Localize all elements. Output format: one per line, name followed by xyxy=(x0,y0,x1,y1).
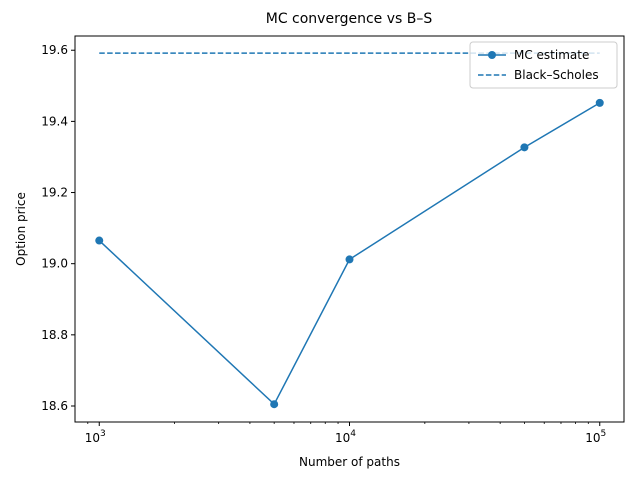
y-tick-label: 19.2 xyxy=(41,186,68,200)
y-axis-ticks: 18.6 18.8 19.0 19.2 19.4 19.6 xyxy=(41,43,75,413)
mc-estimate-point xyxy=(95,236,104,245)
mc-estimate-point xyxy=(345,255,354,264)
x-tick-exponent: 3 xyxy=(100,429,106,439)
y-tick-label: 19.4 xyxy=(41,114,68,128)
y-tick-label: 19.0 xyxy=(41,257,68,271)
y-tick-label: 19.6 xyxy=(41,43,68,57)
legend: MC estimate Black–Scholes xyxy=(469,41,618,89)
mc-estimate-point xyxy=(270,400,279,409)
legend-label: MC estimate xyxy=(514,48,589,62)
plot-frame xyxy=(74,35,625,423)
y-axis-label: Option price xyxy=(14,192,28,266)
mc-estimate-point xyxy=(520,143,529,152)
x-tick-exponent: 4 xyxy=(350,429,356,439)
y-tick-label: 18.6 xyxy=(41,399,68,413)
legend-box xyxy=(469,41,618,89)
legend-marker xyxy=(488,51,496,59)
x-axis-label: Number of paths xyxy=(299,455,400,469)
legend-label: Black–Scholes xyxy=(514,68,599,82)
mc-estimate-point xyxy=(595,98,604,107)
x-tick-exponent: 5 xyxy=(601,429,607,439)
y-tick-label: 18.8 xyxy=(41,328,68,342)
chart-title: MC convergence vs B–S xyxy=(266,11,433,27)
series-layer xyxy=(95,52,604,409)
